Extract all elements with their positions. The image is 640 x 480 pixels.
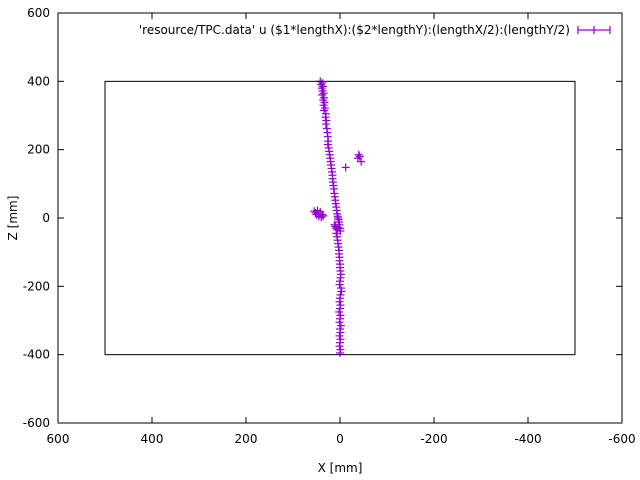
data-point: [335, 307, 344, 316]
data-point: [357, 157, 366, 166]
data-point: [353, 154, 362, 163]
data-point: [318, 210, 327, 219]
axis-ticks: 600 400 200 0 -200 -400 -600 -600 -400 -200 0 200 40…: [23, 6, 636, 446]
data-point: [336, 348, 344, 357]
data-point: [355, 152, 364, 161]
legend: 'resource/TPC.data' u ($1*lengthX):($2*l…: [139, 23, 611, 37]
data-point: [323, 140, 332, 149]
data-point: [321, 120, 330, 129]
y-tick-label: 600: [27, 6, 50, 20]
y-tick-label: 200: [27, 143, 50, 157]
y-tick-label: -600: [23, 416, 50, 430]
y-tick-label: -400: [23, 348, 50, 362]
plot-frame: [57, 12, 623, 424]
y-tick-label: 0: [42, 211, 50, 225]
data-point: [335, 280, 344, 289]
data-point: [337, 287, 346, 296]
x-axis-label: X [mm]: [318, 461, 363, 475]
data-point: [336, 328, 345, 337]
legend-symbol: [577, 26, 611, 34]
y-axis-label: Z [mm]: [6, 196, 20, 241]
x-tick-label: 200: [235, 432, 258, 446]
data-point: [334, 223, 343, 232]
data-point: [321, 113, 330, 122]
x-tick-label: 600: [47, 432, 70, 446]
data-point: [335, 342, 344, 351]
detector-box: [104, 80, 576, 356]
x-tick-label: -400: [514, 432, 541, 446]
x-tick-label: -200: [420, 432, 447, 446]
data-point: [336, 321, 345, 330]
x-tick-label: -600: [608, 432, 635, 446]
data-point: [320, 106, 329, 115]
data-marks: [310, 77, 366, 357]
data-point: [335, 297, 344, 306]
y-tick-label: 400: [27, 74, 50, 88]
data-point: [335, 331, 344, 340]
data-point: [341, 163, 350, 172]
x-tick-label: 0: [336, 432, 344, 446]
x-tick-label: 400: [141, 432, 164, 446]
data-point: [354, 150, 363, 159]
data-point: [332, 229, 341, 238]
data-point: [335, 318, 344, 327]
data-point: [336, 304, 344, 313]
data-point: [319, 211, 328, 220]
legend-series-label: 'resource/TPC.data' u ($1*lengthX):($2*l…: [139, 23, 570, 37]
y-tick-label: -200: [23, 279, 50, 293]
